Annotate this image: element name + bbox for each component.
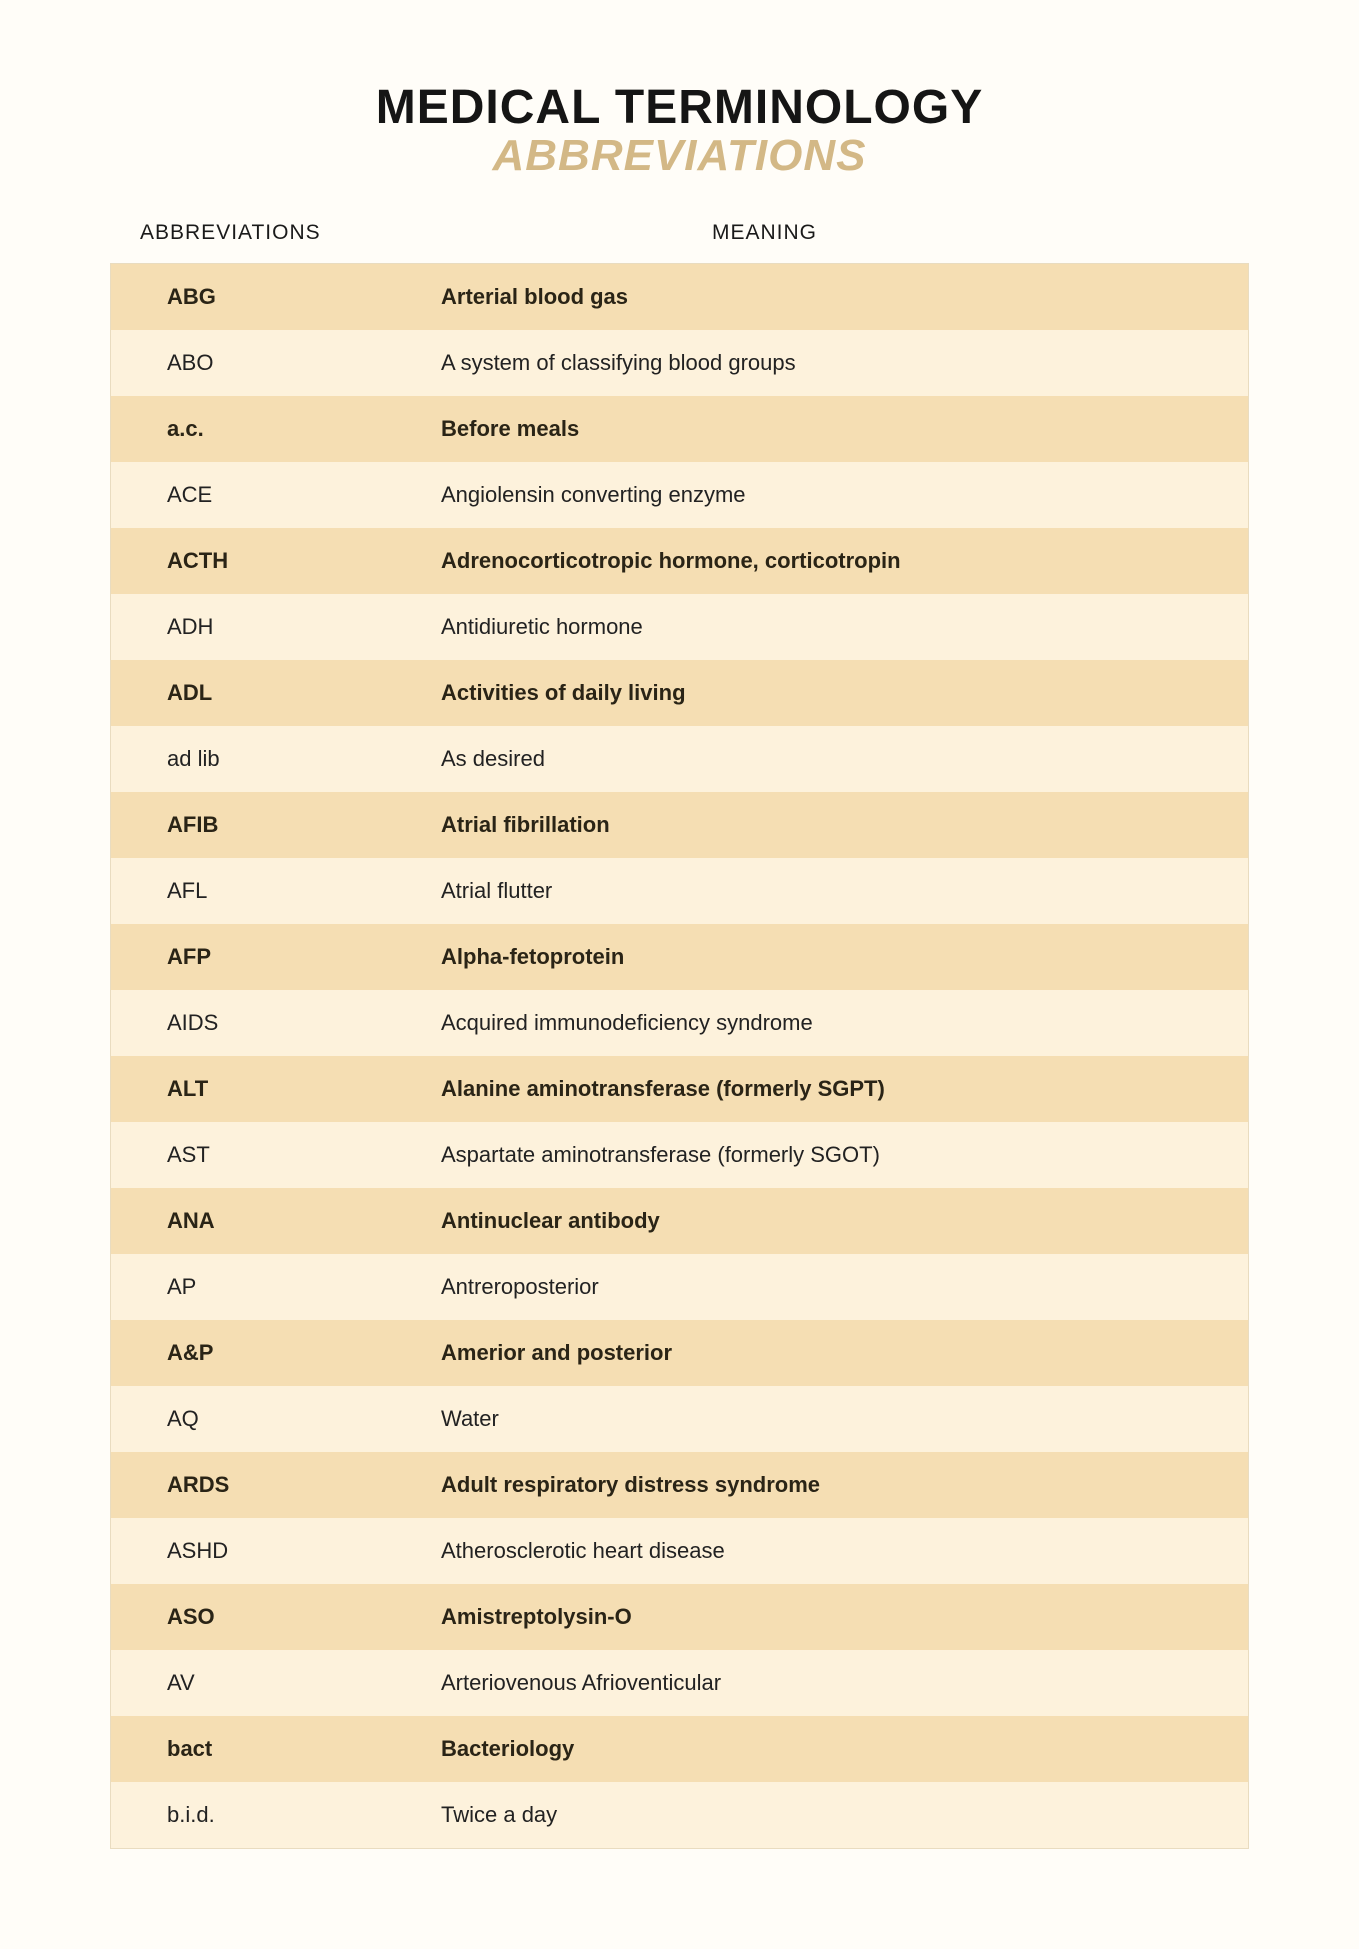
meaning-cell: Adult respiratory distress syndrome (421, 1472, 1248, 1498)
abbreviations-table: ABGArterial blood gasABOA system of clas… (110, 263, 1249, 1849)
abbr-cell: ad lib (111, 746, 421, 772)
meaning-cell: Antidiuretic hormone (421, 614, 1248, 640)
abbr-cell: ALT (111, 1076, 421, 1102)
table-row: a.c.Before meals (111, 396, 1248, 462)
header-meaning: MEANING (420, 221, 1249, 245)
table-row: AVArteriovenous Afrioventicular (111, 1650, 1248, 1716)
table-row: ADLActivities of daily living (111, 660, 1248, 726)
meaning-cell: Twice a day (421, 1802, 1248, 1828)
meaning-cell: Antreroposterior (421, 1274, 1248, 1300)
abbr-cell: b.i.d. (111, 1802, 421, 1828)
title-line1: MEDICAL TERMINOLOGY (110, 80, 1249, 135)
meaning-cell: Alanine aminotransferase (formerly SGPT) (421, 1076, 1248, 1102)
table-row: APAntreroposterior (111, 1254, 1248, 1320)
abbr-cell: bact (111, 1736, 421, 1762)
abbr-cell: ADL (111, 680, 421, 706)
column-headers: ABBREVIATIONS MEANING (110, 221, 1249, 263)
abbr-cell: ANA (111, 1208, 421, 1234)
table-row: ASTAspartate aminotransferase (formerly … (111, 1122, 1248, 1188)
abbr-cell: AQ (111, 1406, 421, 1432)
table-row: b.i.d.Twice a day (111, 1782, 1248, 1848)
abbr-cell: ARDS (111, 1472, 421, 1498)
table-row: AIDSAcquired immunodeficiency syndrome (111, 990, 1248, 1056)
table-row: ASOAmistreptolysin-O (111, 1584, 1248, 1650)
table-row: AQWater (111, 1386, 1248, 1452)
meaning-cell: A system of classifying blood groups (421, 350, 1248, 376)
header-abbreviations: ABBREVIATIONS (110, 221, 420, 245)
table-row: ACTHAdrenocorticotropic hormone, cortico… (111, 528, 1248, 594)
abbr-cell: ASHD (111, 1538, 421, 1564)
table-row: ABOA system of classifying blood groups (111, 330, 1248, 396)
table-row: ad libAs desired (111, 726, 1248, 792)
abbr-cell: ABG (111, 284, 421, 310)
meaning-cell: Arteriovenous Afrioventicular (421, 1670, 1248, 1696)
table-row: ANAAntinuclear antibody (111, 1188, 1248, 1254)
abbr-cell: AP (111, 1274, 421, 1300)
meaning-cell: Bacteriology (421, 1736, 1248, 1762)
table-row: bactBacteriology (111, 1716, 1248, 1782)
abbr-cell: AIDS (111, 1010, 421, 1036)
table-row: ACEAngiolensin converting enzyme (111, 462, 1248, 528)
abbr-cell: ADH (111, 614, 421, 640)
abbr-cell: AFIB (111, 812, 421, 838)
abbr-cell: ASO (111, 1604, 421, 1630)
abbr-cell: AFL (111, 878, 421, 904)
meaning-cell: As desired (421, 746, 1248, 772)
table-row: AFPAlpha-fetoprotein (111, 924, 1248, 990)
table-row: AFIBAtrial fibrillation (111, 792, 1248, 858)
meaning-cell: Amistreptolysin-O (421, 1604, 1248, 1630)
table-row: ARDSAdult respiratory distress syndrome (111, 1452, 1248, 1518)
abbr-cell: AST (111, 1142, 421, 1168)
meaning-cell: Activities of daily living (421, 680, 1248, 706)
table-row: ADHAntidiuretic hormone (111, 594, 1248, 660)
meaning-cell: Antinuclear antibody (421, 1208, 1248, 1234)
table-row: AFLAtrial flutter (111, 858, 1248, 924)
meaning-cell: Alpha-fetoprotein (421, 944, 1248, 970)
meaning-cell: Angiolensin converting enzyme (421, 482, 1248, 508)
meaning-cell: Atrial flutter (421, 878, 1248, 904)
meaning-cell: Adrenocorticotropic hormone, corticotrop… (421, 548, 1248, 574)
abbr-cell: a.c. (111, 416, 421, 442)
table-row: ASHDAtherosclerotic heart disease (111, 1518, 1248, 1584)
abbr-cell: AFP (111, 944, 421, 970)
meaning-cell: Atherosclerotic heart disease (421, 1538, 1248, 1564)
title-block: MEDICAL TERMINOLOGY ABBREVIATIONS (110, 80, 1249, 181)
meaning-cell: Acquired immunodeficiency syndrome (421, 1010, 1248, 1036)
abbr-cell: AV (111, 1670, 421, 1696)
title-line2: ABBREVIATIONS (110, 131, 1249, 181)
abbr-cell: A&P (111, 1340, 421, 1366)
meaning-cell: Water (421, 1406, 1248, 1432)
abbr-cell: ACE (111, 482, 421, 508)
meaning-cell: Atrial fibrillation (421, 812, 1248, 838)
meaning-cell: Before meals (421, 416, 1248, 442)
table-row: A&PAmerior and posterior (111, 1320, 1248, 1386)
abbr-cell: ACTH (111, 548, 421, 574)
table-row: ABGArterial blood gas (111, 264, 1248, 330)
meaning-cell: Aspartate aminotransferase (formerly SGO… (421, 1142, 1248, 1168)
meaning-cell: Arterial blood gas (421, 284, 1248, 310)
abbr-cell: ABO (111, 350, 421, 376)
table-row: ALTAlanine aminotransferase (formerly SG… (111, 1056, 1248, 1122)
meaning-cell: Amerior and posterior (421, 1340, 1248, 1366)
